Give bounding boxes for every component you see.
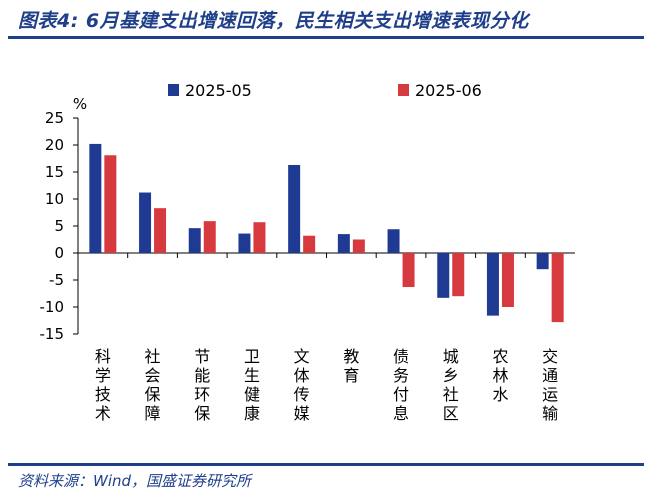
category-label: 能 (194, 366, 210, 385)
category-label: 林 (492, 366, 508, 385)
bar-2025-06 (501, 253, 514, 307)
header: 图表4: 6月基建支出增速回落，民生相关支出增速表现分化 (0, 0, 660, 40)
bar-2025-05 (337, 234, 350, 253)
category-label: 障 (145, 404, 161, 423)
category-label: 技 (95, 385, 111, 404)
category-label: 通 (542, 366, 558, 385)
category-label: 城 (443, 347, 459, 366)
y-tick-label: 0 (54, 244, 64, 262)
y-tick-label: 5 (54, 217, 64, 235)
category-label: 保 (145, 385, 161, 404)
category-label: 乡 (443, 366, 459, 385)
bar-2025-05 (437, 253, 450, 298)
category-label: 农 (492, 347, 508, 366)
legend-label: 2025-05 (185, 81, 252, 100)
y-tick-label: 20 (45, 136, 64, 154)
category-label: 债 (393, 347, 409, 366)
category-label: 学 (95, 366, 111, 385)
category-label: 健 (244, 385, 260, 404)
top-rule (8, 36, 644, 39)
y-tick-label: -10 (40, 298, 65, 316)
category-label: 卫 (244, 347, 260, 366)
category-label: 付 (393, 385, 409, 404)
chart-title: 图表4: 6月基建支出增速回落，民生相关支出增速表现分化 (18, 10, 529, 32)
category-label: 媒 (294, 404, 310, 423)
bar-2025-06 (452, 253, 465, 297)
category-label: 术 (95, 404, 111, 423)
y-axis-unit: % (73, 95, 87, 113)
y-tick-label: -15 (40, 325, 65, 343)
category-label: 康 (244, 404, 260, 423)
bar-2025-06 (253, 222, 266, 253)
category-label: 科 (95, 347, 111, 366)
bar-2025-05 (486, 253, 499, 316)
category-label: 教 (343, 347, 359, 366)
bar-2025-05 (89, 143, 102, 253)
source-note: 资料来源：Wind，国盛证券研究所 (18, 472, 252, 490)
bar-2025-05 (536, 253, 549, 270)
bar-2025-06 (154, 208, 167, 253)
bottom-rule (8, 463, 644, 466)
category-label: 育 (343, 366, 359, 385)
category-label: 传 (294, 385, 310, 404)
legend-swatch-2025-06 (398, 84, 409, 96)
legend-label: 2025-06 (415, 81, 482, 100)
legend-swatch-2025-05 (168, 84, 179, 96)
category-label: 交 (542, 347, 558, 366)
y-tick-label: 15 (45, 163, 64, 181)
y-tick-label: 25 (45, 109, 64, 127)
category-label: 体 (294, 366, 310, 385)
category-label: 社 (145, 347, 161, 366)
bar-2025-05 (288, 164, 301, 253)
category-label: 会 (145, 366, 161, 385)
category-label: 社 (443, 385, 459, 404)
category-label: 节 (194, 347, 210, 366)
category-label: 环 (194, 385, 210, 404)
y-tick-label: 10 (45, 190, 64, 208)
category-label: 区 (443, 404, 459, 423)
bar-2025-06 (551, 253, 564, 323)
bar-2025-05 (139, 192, 152, 253)
category-label: 生 (244, 366, 260, 385)
category-label: 保 (194, 404, 210, 423)
bar-2025-06 (203, 221, 216, 253)
bar-2025-06 (104, 155, 117, 253)
category-label: 运 (542, 385, 558, 404)
bar-2025-06 (352, 239, 365, 253)
bar-2025-06 (402, 253, 415, 288)
bar-2025-05 (238, 233, 251, 253)
category-label: 务 (393, 366, 409, 385)
bar-2025-05 (188, 228, 201, 253)
category-label: 水 (492, 385, 508, 404)
category-label: 输 (542, 404, 558, 423)
category-label: 息 (393, 404, 409, 423)
category-label: 文 (294, 347, 310, 366)
bar-2025-05 (387, 229, 400, 253)
y-tick-label: -5 (49, 271, 64, 289)
bar-2025-06 (303, 235, 316, 253)
